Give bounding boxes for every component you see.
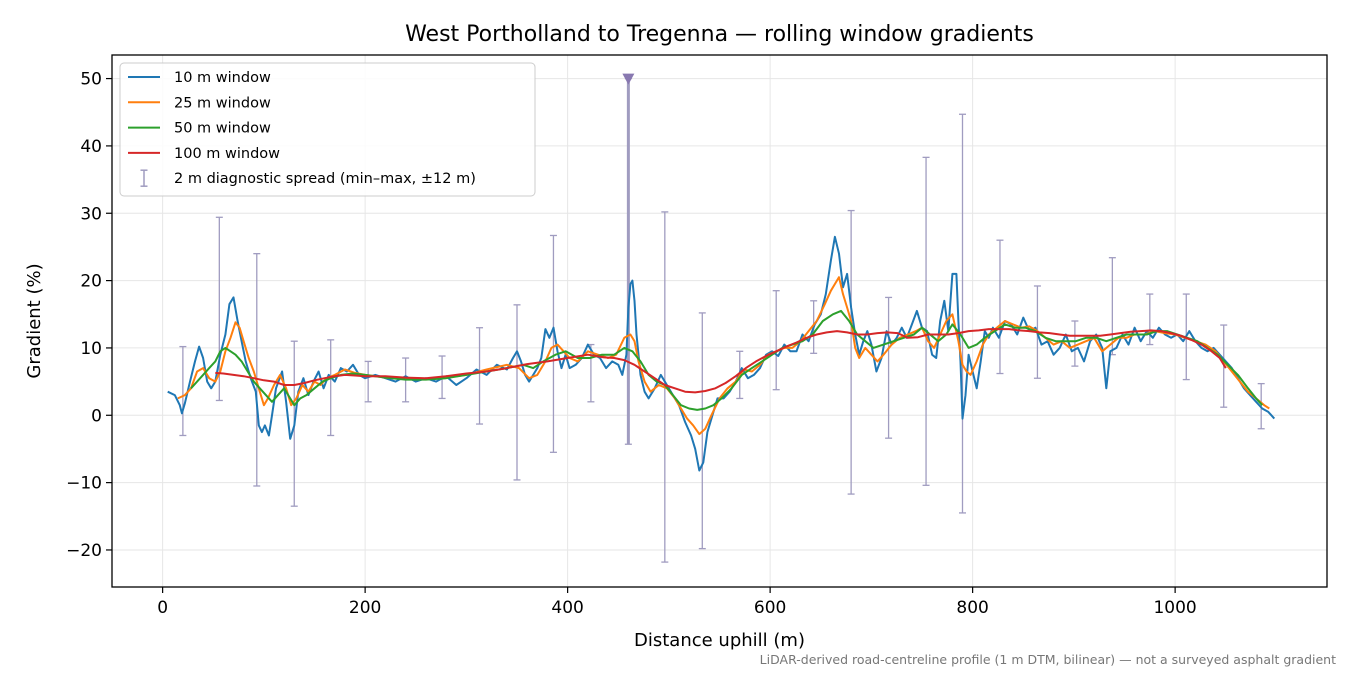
y-tick-label: 30: [80, 204, 102, 224]
y-tick-label: −20: [66, 541, 102, 561]
x-tick-label: 600: [754, 598, 786, 618]
diagnostic-spread-bar: [922, 156, 930, 486]
legend-item: 50 m window: [128, 121, 271, 137]
diagnostic-spread-bar: [885, 296, 893, 439]
diagnostic-spread-bar: [959, 113, 966, 514]
diagnostic-spread-bar: [1146, 293, 1154, 346]
x-tick-label: 800: [956, 598, 988, 618]
x-tick-label: 1000: [1153, 598, 1196, 618]
diagnostic-spread-bar: [847, 209, 855, 495]
plot-frame: [111, 54, 1328, 588]
legend-item: 10 m window: [128, 70, 271, 86]
diagnostic-spread-bar: [549, 234, 557, 453]
y-tick-label: 20: [80, 272, 102, 292]
chart-title: West Portholland to Tregenna — rolling w…: [405, 22, 1034, 47]
y-tick-label: 40: [80, 137, 102, 157]
legend-item: 2 m diagnostic spread (min–max, ±12 m): [140, 169, 476, 187]
y-tick-label: 50: [80, 70, 102, 90]
axis-ticks: 0 200 400 600 800 1000 −20 −10 0 10 20 30 40 50: [66, 70, 1197, 618]
legend-item: 25 m window: [128, 95, 271, 111]
x-axis-title: Distance uphill (m): [634, 630, 805, 651]
y-axis-title: Gradient (%): [24, 263, 45, 378]
series-lines: [167, 235, 1276, 472]
clipped-marker-triangle: [622, 73, 635, 85]
diagnostic-spread-bar: [996, 239, 1004, 375]
legend-label: 100 m window: [174, 146, 280, 162]
diagnostic-spread-bar: [476, 327, 484, 425]
legend: 10 m window 25 m window 50 m window 100 m w…: [119, 62, 536, 197]
diagnostic-spread-bar: [215, 216, 223, 402]
legend-label: 25 m window: [174, 95, 271, 111]
diagnostic-spread-bar: [253, 253, 261, 487]
diagnostic-spread-bar: [327, 339, 335, 437]
y-tick-label: 10: [80, 339, 102, 359]
series-line-25m: [177, 276, 1270, 436]
x-tick-label: 0: [157, 598, 168, 618]
series-line-50m: [190, 309, 1263, 411]
y-tick-label: −10: [66, 474, 102, 494]
legend-label: 50 m window: [174, 121, 271, 137]
legend-item: 100 m window: [128, 146, 280, 162]
legend-label: 10 m window: [174, 70, 271, 86]
chart-footnote: LiDAR-derived road-centreline profile (1…: [760, 652, 1336, 667]
y-tick-label: 0: [91, 406, 102, 426]
diagnostic-spread-bar: [513, 304, 521, 481]
x-tick-label: 200: [349, 598, 381, 618]
diagnostic-spread-bar: [1071, 320, 1079, 367]
diagnostic-spread-bar: [179, 345, 187, 437]
diagnostic-spread-bar: [772, 290, 780, 391]
diagnostic-spread-bar: [624, 77, 632, 445]
legend-label: 2 m diagnostic spread (min–max, ±12 m): [174, 171, 476, 187]
series-line-100m: [215, 328, 1227, 394]
legend-box: [119, 62, 536, 197]
x-tick-label: 400: [551, 598, 583, 618]
series-line-10m: [167, 235, 1276, 472]
diagnostic-spread-bar: [364, 360, 372, 403]
